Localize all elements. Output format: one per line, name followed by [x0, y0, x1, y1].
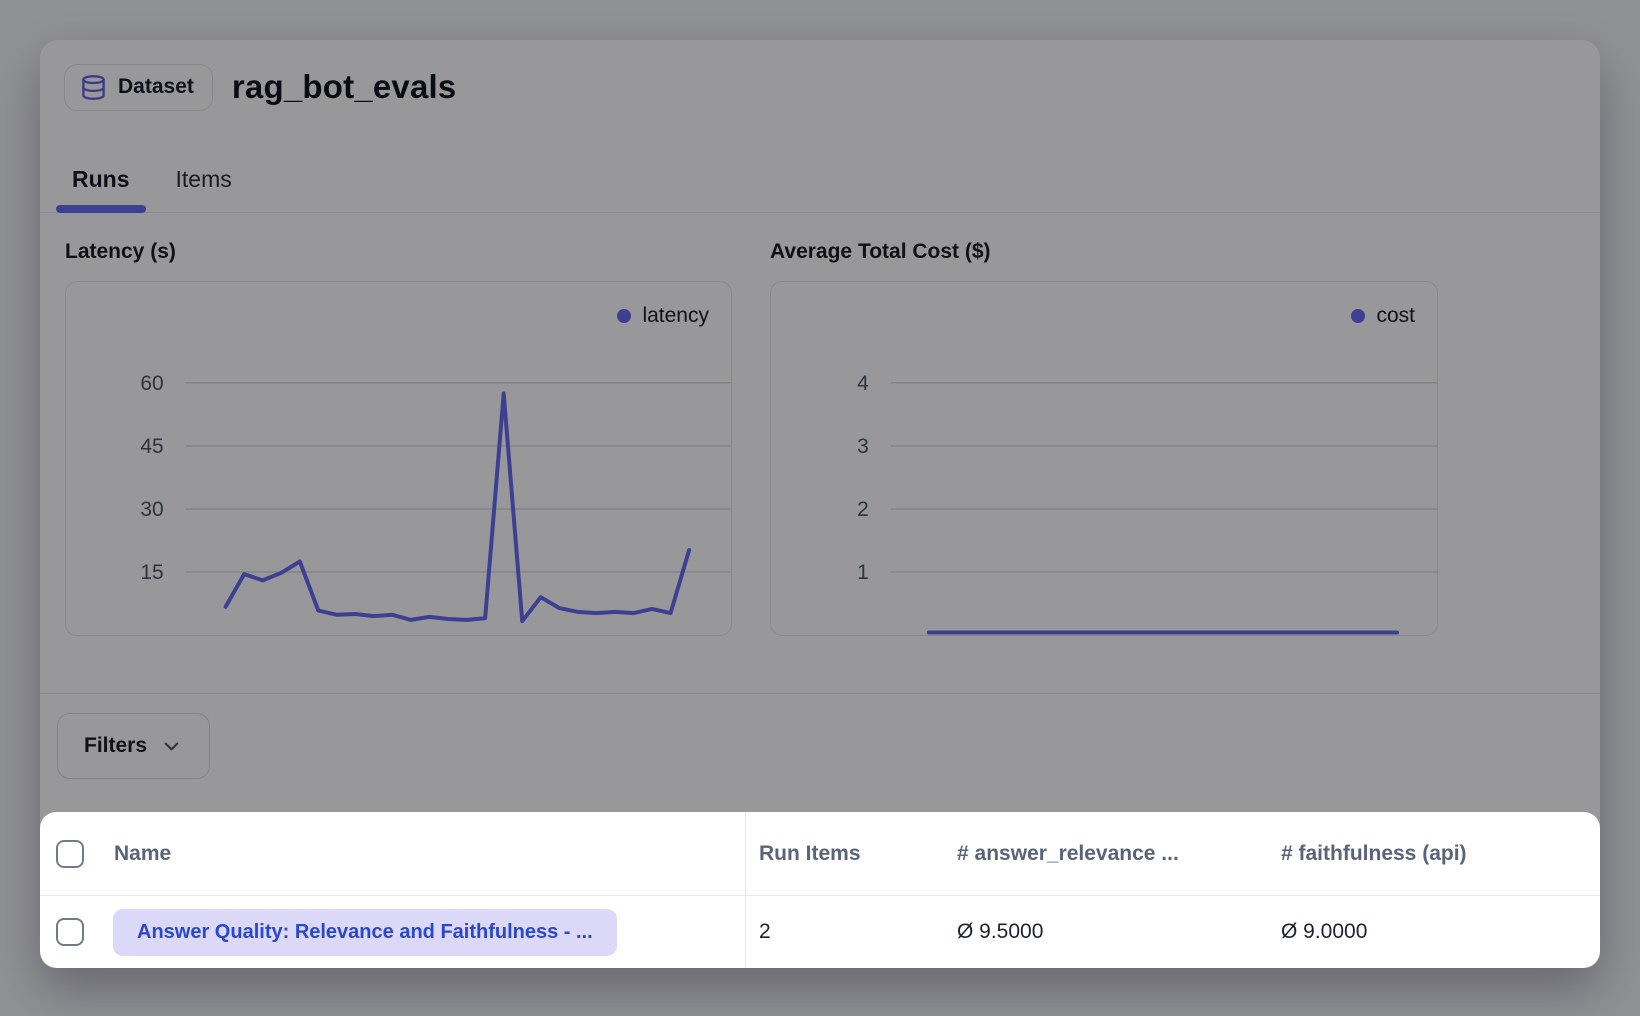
cost-legend-label: cost	[1376, 304, 1415, 327]
cell-faithfulness: Ø 9.0000	[1281, 920, 1368, 943]
cost-chart-panel: cost 1 2 3 4	[770, 281, 1438, 636]
latency-chart-block: Latency (s) latency 15 30 45 60	[65, 240, 732, 636]
runs-table: Name Run Items # answer_relevance ... # …	[40, 812, 1600, 968]
latency-chart-panel: latency 15 30 45 60	[65, 281, 732, 636]
table-row[interactable]: Answer Quality: Relevance and Faithfulne…	[40, 896, 1600, 968]
svg-text:4: 4	[857, 372, 869, 395]
tab-runs-label: Runs	[72, 166, 130, 192]
column-header-run-items[interactable]: Run Items	[759, 841, 861, 865]
latency-legend-label: latency	[642, 304, 709, 327]
tab-bar: Runs Items	[40, 147, 1600, 213]
select-all-checkbox[interactable]	[56, 839, 84, 868]
latency-line-chart[interactable]: 15 30 45 60	[66, 282, 731, 635]
page-title: rag_bot_evals	[231, 68, 457, 105]
dataset-panel: Dataset rag_bot_evals Runs Items Latency…	[40, 40, 1600, 968]
latency-chart-title: Latency (s)	[65, 240, 176, 263]
svg-text:60: 60	[140, 372, 163, 395]
tab-runs[interactable]: Runs	[54, 147, 148, 213]
column-header-faithfulness[interactable]: # faithfulness (api)	[1281, 841, 1467, 865]
table-column-divider	[745, 812, 746, 968]
cost-chart-title: Average Total Cost ($)	[770, 240, 991, 263]
tab-items[interactable]: Items	[158, 147, 250, 212]
latency-legend: latency	[617, 304, 709, 328]
cell-answer-relevance: Ø 9.5000	[957, 920, 1044, 943]
chevron-down-icon	[160, 735, 183, 758]
table-header-row: Name Run Items # answer_relevance ... # …	[40, 812, 1600, 896]
cost-chart-block: Average Total Cost ($) cost 1 2 3 4	[770, 240, 1438, 636]
panel-header: Dataset rag_bot_evals	[64, 63, 1600, 111]
cell-run-items: 2	[759, 920, 771, 943]
svg-text:15: 15	[140, 561, 163, 584]
row-checkbox[interactable]	[56, 918, 84, 946]
cost-line-chart[interactable]: 1 2 3 4	[771, 282, 1437, 635]
tab-items-label: Items	[175, 166, 232, 192]
svg-text:45: 45	[140, 435, 163, 458]
column-header-name[interactable]: Name	[114, 841, 172, 865]
svg-text:3: 3	[857, 435, 869, 458]
dataset-badge-label: Dataset	[118, 75, 194, 98]
cost-legend: cost	[1351, 304, 1415, 328]
section-divider	[40, 693, 1600, 694]
svg-text:30: 30	[140, 498, 163, 521]
filters-button[interactable]: Filters	[57, 713, 211, 779]
latency-legend-dot	[617, 309, 632, 323]
column-header-answer-relevance[interactable]: # answer_relevance ...	[957, 841, 1179, 865]
database-icon	[80, 74, 107, 101]
svg-text:2: 2	[857, 498, 869, 521]
charts-section: Latency (s) latency 15 30 45 60 Average Tot…	[65, 240, 1575, 636]
run-name-link[interactable]: Answer Quality: Relevance and Faithfulne…	[113, 908, 617, 956]
dataset-badge: Dataset	[64, 63, 213, 111]
cost-legend-dot	[1351, 309, 1366, 323]
filters-button-label: Filters	[84, 734, 148, 757]
svg-text:1: 1	[857, 561, 869, 584]
filters-row: Filters	[57, 713, 1600, 779]
